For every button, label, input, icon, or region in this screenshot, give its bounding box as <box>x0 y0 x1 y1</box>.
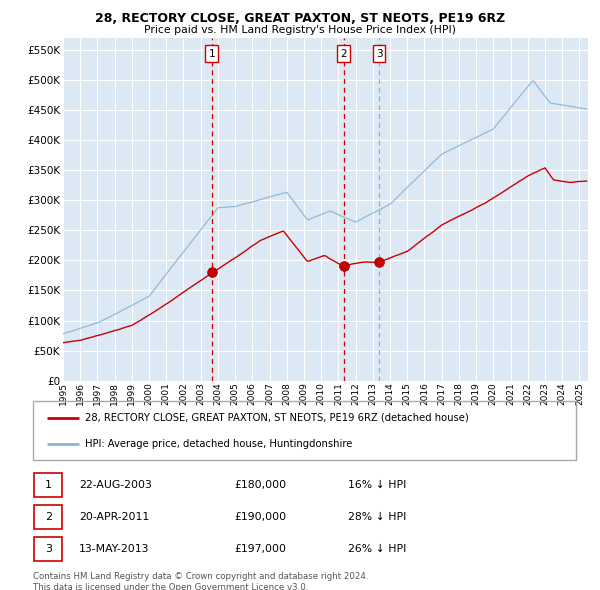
Bar <box>34 537 62 560</box>
Text: £197,000: £197,000 <box>234 544 286 553</box>
Text: This data is licensed under the Open Government Licence v3.0.: This data is licensed under the Open Gov… <box>33 583 308 590</box>
Text: 28, RECTORY CLOSE, GREAT PAXTON, ST NEOTS, PE19 6RZ (detached house): 28, RECTORY CLOSE, GREAT PAXTON, ST NEOT… <box>85 413 469 422</box>
Text: 2: 2 <box>44 512 52 522</box>
Text: £180,000: £180,000 <box>234 480 286 490</box>
Text: 20-APR-2011: 20-APR-2011 <box>79 512 149 522</box>
Bar <box>34 473 62 497</box>
Text: 3: 3 <box>376 48 382 58</box>
Text: HPI: Average price, detached house, Huntingdonshire: HPI: Average price, detached house, Hunt… <box>85 440 352 449</box>
Bar <box>34 505 62 529</box>
Text: 2: 2 <box>340 48 347 58</box>
Text: 1: 1 <box>208 48 215 58</box>
Text: 28, RECTORY CLOSE, GREAT PAXTON, ST NEOTS, PE19 6RZ: 28, RECTORY CLOSE, GREAT PAXTON, ST NEOT… <box>95 12 505 25</box>
Text: 3: 3 <box>45 544 52 553</box>
Text: 16% ↓ HPI: 16% ↓ HPI <box>348 480 406 490</box>
Text: Contains HM Land Registry data © Crown copyright and database right 2024.: Contains HM Land Registry data © Crown c… <box>33 572 368 581</box>
Text: £190,000: £190,000 <box>234 512 286 522</box>
Text: 26% ↓ HPI: 26% ↓ HPI <box>348 544 406 553</box>
Text: 1: 1 <box>45 480 52 490</box>
Text: 28% ↓ HPI: 28% ↓ HPI <box>348 512 406 522</box>
Text: Price paid vs. HM Land Registry's House Price Index (HPI): Price paid vs. HM Land Registry's House … <box>144 25 456 35</box>
Text: 13-MAY-2013: 13-MAY-2013 <box>79 544 149 553</box>
Text: 22-AUG-2003: 22-AUG-2003 <box>79 480 152 490</box>
